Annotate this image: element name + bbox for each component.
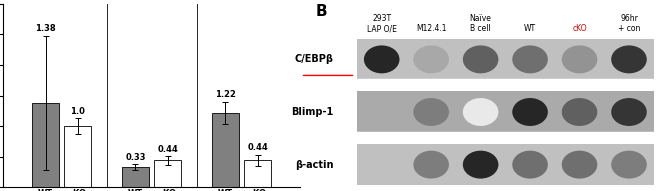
Text: 0.33: 0.33: [125, 152, 146, 162]
Bar: [122, 167, 149, 187]
Text: WT: WT: [524, 24, 536, 33]
Text: 1.38: 1.38: [35, 24, 56, 33]
Text: Naïve
B cell: Naïve B cell: [470, 14, 491, 33]
Text: 1.22: 1.22: [215, 90, 236, 99]
Text: 96hr
+ con: 96hr + con: [618, 14, 640, 33]
Text: 0.44: 0.44: [247, 143, 268, 152]
Text: M12.4.1: M12.4.1: [416, 24, 446, 33]
Text: 1.0: 1.0: [70, 107, 85, 116]
Text: 293T
LAP O/E: 293T LAP O/E: [367, 14, 397, 33]
Text: B: B: [316, 4, 328, 19]
Text: 0.44: 0.44: [158, 145, 178, 154]
Text: cKO: cKO: [572, 24, 587, 33]
Bar: [32, 103, 59, 187]
Bar: [212, 113, 238, 187]
Bar: [154, 160, 181, 187]
Bar: [244, 160, 271, 187]
Bar: [64, 126, 91, 187]
